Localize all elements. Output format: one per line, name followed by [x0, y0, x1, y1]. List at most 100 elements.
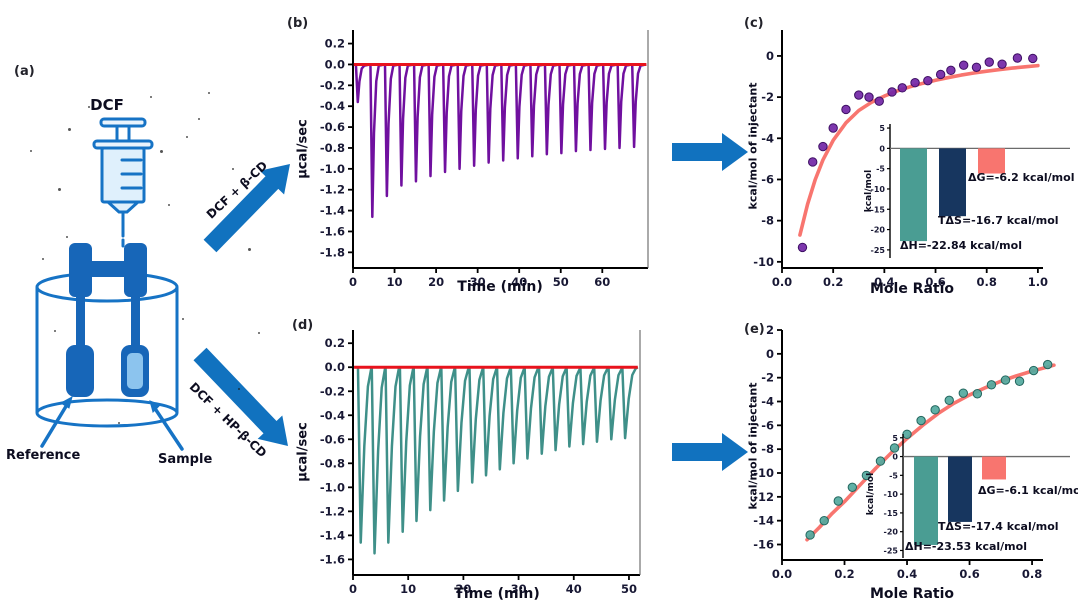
noise-speck [198, 118, 200, 120]
thermogram-bottom-plot: 0 10 20 30 40 50 0.2 0.0 -0.2 -0.4 -0.6 -0.8 -1.0 -1.… [320, 330, 641, 596]
svg-text:-8: -8 [761, 442, 774, 456]
syringe-content-label: DCF [90, 96, 124, 114]
svg-text:0.8: 0.8 [977, 275, 997, 289]
sample-cell-label: Sample [158, 452, 213, 467]
sample-cell-icon [88, 243, 149, 397]
svg-text:0: 0 [766, 347, 774, 361]
svg-text:-4: -4 [761, 131, 774, 145]
svg-text:-2: -2 [761, 90, 774, 104]
injection-peaks-series [354, 365, 639, 555]
isotherm-bottom-plot: 0.0 0.2 0.4 0.6 0.8 2 0 -2 -4 -6 -8 -10 -12 -14 -16 [753, 323, 1056, 581]
noise-speck [150, 96, 152, 98]
svg-text:0.2: 0.2 [325, 37, 345, 51]
svg-text:-0.4: -0.4 [320, 408, 345, 422]
svg-text:0: 0 [349, 275, 357, 289]
injection-peaks-series [353, 63, 647, 219]
svg-text:60: 60 [594, 275, 610, 289]
reference-cell-label: Reference [6, 448, 81, 463]
svg-text:-1.0: -1.0 [320, 162, 345, 176]
svg-text:0.2: 0.2 [834, 567, 854, 581]
reference-cell-icon [66, 243, 94, 397]
thermodynamics-inset-bottom: 5 0 -5 -10 -15 -20 -25 [858, 428, 1078, 570]
noise-speck [58, 188, 61, 191]
arrow-to-iso-top [672, 133, 748, 171]
noise-speck [186, 136, 188, 138]
thermodynamic-bars [900, 148, 1005, 242]
svg-text:-20: -20 [871, 226, 886, 235]
svg-text:40: 40 [566, 582, 582, 596]
noise-speck [182, 318, 184, 320]
svg-text:0.6: 0.6 [925, 275, 945, 289]
noise-speck [258, 332, 260, 334]
isotherm-top-chart: 0.0 0.2 0.4 0.6 0.8 1.0 0 -2 -4 -6 -8 -10 [740, 6, 1078, 310]
inset-bottom-dG-value: ΔG=-6.1 kcal/mol [978, 484, 1078, 497]
svg-text:-5: -5 [876, 165, 885, 174]
axes: 0 10 20 30 40 50 0.2 0.0 -0.2 -0.4 -0.6 -0.8 -1.0 -1.… [320, 330, 641, 596]
fit-curve [805, 363, 1056, 542]
noise-speck [88, 106, 90, 108]
inset-bottom-dH-value: ΔH=-23.53 kcal/mol [905, 540, 1027, 553]
thermodynamic-bars [914, 456, 1006, 545]
svg-text:10: 10 [400, 582, 416, 596]
svg-text:20: 20 [455, 582, 471, 596]
reference-cell-pointer [40, 395, 73, 448]
panel-label-e: (e) [744, 322, 765, 337]
thermodynamics-inset-bottom-plot: 5 0 -5 -10 -15 -20 -25 [884, 434, 1070, 558]
svg-text:30: 30 [511, 582, 527, 596]
noise-speck [68, 128, 71, 131]
panel-label-d: (d) [292, 318, 314, 333]
isotherm-bottom-chart: 0.0 0.2 0.4 0.6 0.8 2 0 -2 -4 -6 -8 -10 -12 -14 -16 [740, 315, 1078, 612]
iso-top-xlabel: Mole Ratio [869, 281, 955, 297]
svg-text:20: 20 [428, 275, 444, 289]
svg-text:0.4: 0.4 [874, 275, 894, 289]
svg-text:0: 0 [766, 49, 774, 63]
svg-text:5: 5 [892, 434, 898, 443]
thermogram-top-plot: 0 10 20 30 40 50 60 0.2 0.0 -0.2 -0.4 -0.6 -0.8 -1.0 -… [320, 30, 649, 289]
inset-bottom-TdS-value: TΔS=-17.4 kcal/mol [938, 520, 1059, 533]
noise-speck [54, 330, 56, 332]
svg-text:-0.2: -0.2 [320, 384, 345, 398]
noise-speck [248, 248, 251, 251]
svg-text:10: 10 [387, 275, 403, 289]
isotherm-top-plot: 0.0 0.2 0.4 0.6 0.8 1.0 0 -2 -4 -6 -8 -10 [753, 30, 1048, 289]
svg-text:0.0: 0.0 [772, 275, 792, 289]
arrow-to-iso-bottom [672, 433, 748, 471]
svg-text:0: 0 [879, 144, 885, 153]
svg-text:2: 2 [766, 323, 774, 337]
svg-text:0.4: 0.4 [897, 567, 917, 581]
svg-text:0.2: 0.2 [823, 275, 843, 289]
panel-label-c: (c) [744, 16, 764, 31]
panel-label-a: (a) [14, 64, 35, 79]
svg-text:-0.4: -0.4 [320, 99, 345, 113]
thermodynamics-inset-top: 5 0 -5 -10 -15 -20 -25 [858, 116, 1078, 266]
noise-speck [168, 204, 170, 206]
itc-apparatus-diagram [35, 117, 184, 451]
svg-text:-0.6: -0.6 [320, 432, 345, 446]
noise-speck [238, 388, 240, 390]
noise-speck [160, 150, 163, 153]
svg-text:50: 50 [621, 582, 637, 596]
svg-text:-25: -25 [884, 546, 899, 555]
svg-text:-0.2: -0.2 [320, 78, 345, 92]
noise-speck [208, 92, 210, 94]
thermodynamics-inset-top-plot: 5 0 -5 -10 -15 -20 -25 [871, 124, 1070, 258]
inset-top-dH-value: ΔH=-22.84 kcal/mol [900, 239, 1022, 252]
svg-text:-0.8: -0.8 [320, 456, 345, 470]
svg-text:0.2: 0.2 [325, 336, 345, 350]
thermogram-top-chart: 0 10 20 30 40 50 60 0.2 0.0 -0.2 -0.4 -0.6 -0.8 -1.0 -… [286, 6, 674, 306]
svg-text:-6: -6 [761, 418, 774, 432]
svg-text:0.0: 0.0 [772, 567, 792, 581]
svg-text:-2: -2 [761, 371, 774, 385]
data-points [805, 359, 1053, 540]
svg-text:-25: -25 [871, 246, 886, 255]
inset-bottom-ylabel: kcal/mol [866, 472, 876, 516]
svg-text:-0.8: -0.8 [320, 141, 345, 155]
svg-text:0: 0 [349, 582, 357, 596]
axes: 0.0 0.2 0.4 0.6 0.8 1.0 0 -2 -4 -6 -8 -10 [753, 30, 1048, 289]
svg-text:30: 30 [470, 275, 486, 289]
inset-top-TdS-value: TΔS=-16.7 kcal/mol [938, 214, 1059, 227]
iso-bottom-xlabel: Mole Ratio [869, 586, 955, 602]
svg-text:-1.4: -1.4 [320, 204, 345, 218]
thermo-bottom-ylabel: µcal/sec [295, 422, 311, 482]
